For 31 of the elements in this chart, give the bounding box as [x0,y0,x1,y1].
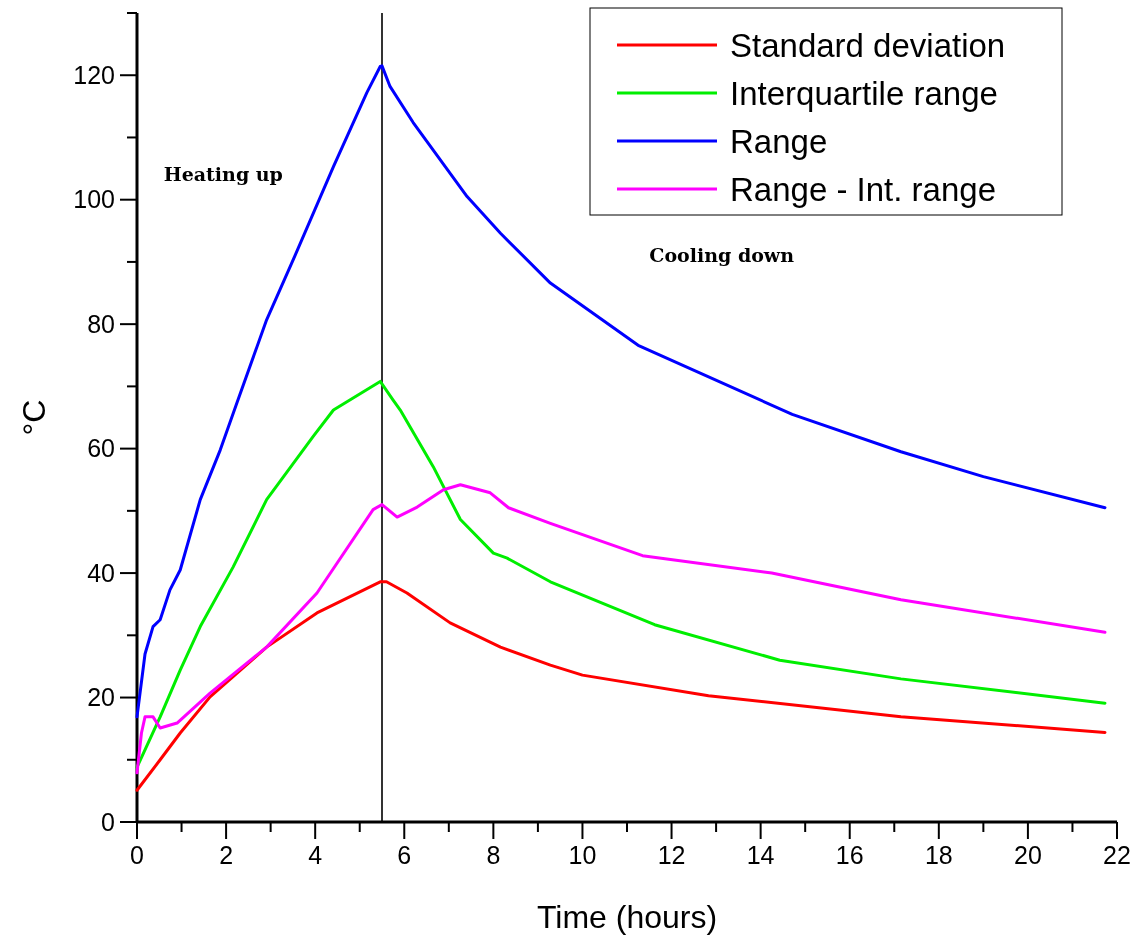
y-tick-label: 60 [87,434,115,463]
legend-label: Standard deviation [730,26,1006,64]
y-tick-label: 40 [87,558,115,587]
y-tick-label: 80 [87,309,115,338]
line-series [135,64,1107,719]
x-tick-label: 20 [1014,841,1042,869]
line-series [135,379,1107,769]
x-tick-label: 6 [397,841,412,869]
x-tick-label: 2 [219,841,234,869]
legend-label: Interquartile range [730,74,998,112]
x-axis-title: Time (hours) [536,899,718,935]
x-tick-label: 18 [924,841,953,869]
x-tick-label: 16 [835,841,864,869]
y-tick-label: 20 [87,683,115,712]
x-tick-label: 0 [130,841,144,869]
x-tick-label: 4 [308,841,323,869]
x-tick-label: 10 [568,841,597,869]
y-tick-label: 120 [73,60,115,89]
x-tick-label: 12 [657,841,686,869]
annotation: Cooling down [649,243,795,266]
y-tick-label: 100 [73,185,115,214]
x-tick-label: 8 [486,841,501,869]
annotation: Heating up [163,163,283,186]
y-tick-label: 0 [101,807,115,836]
x-tick-label: 14 [746,841,775,869]
x-tick-label: 22 [1103,841,1131,869]
line-series [135,580,1107,792]
y-axis-title: °C [16,399,52,436]
legend-label: Range [730,122,828,160]
line-series [135,483,1107,775]
legend-label: Range - Int. range [730,170,996,208]
